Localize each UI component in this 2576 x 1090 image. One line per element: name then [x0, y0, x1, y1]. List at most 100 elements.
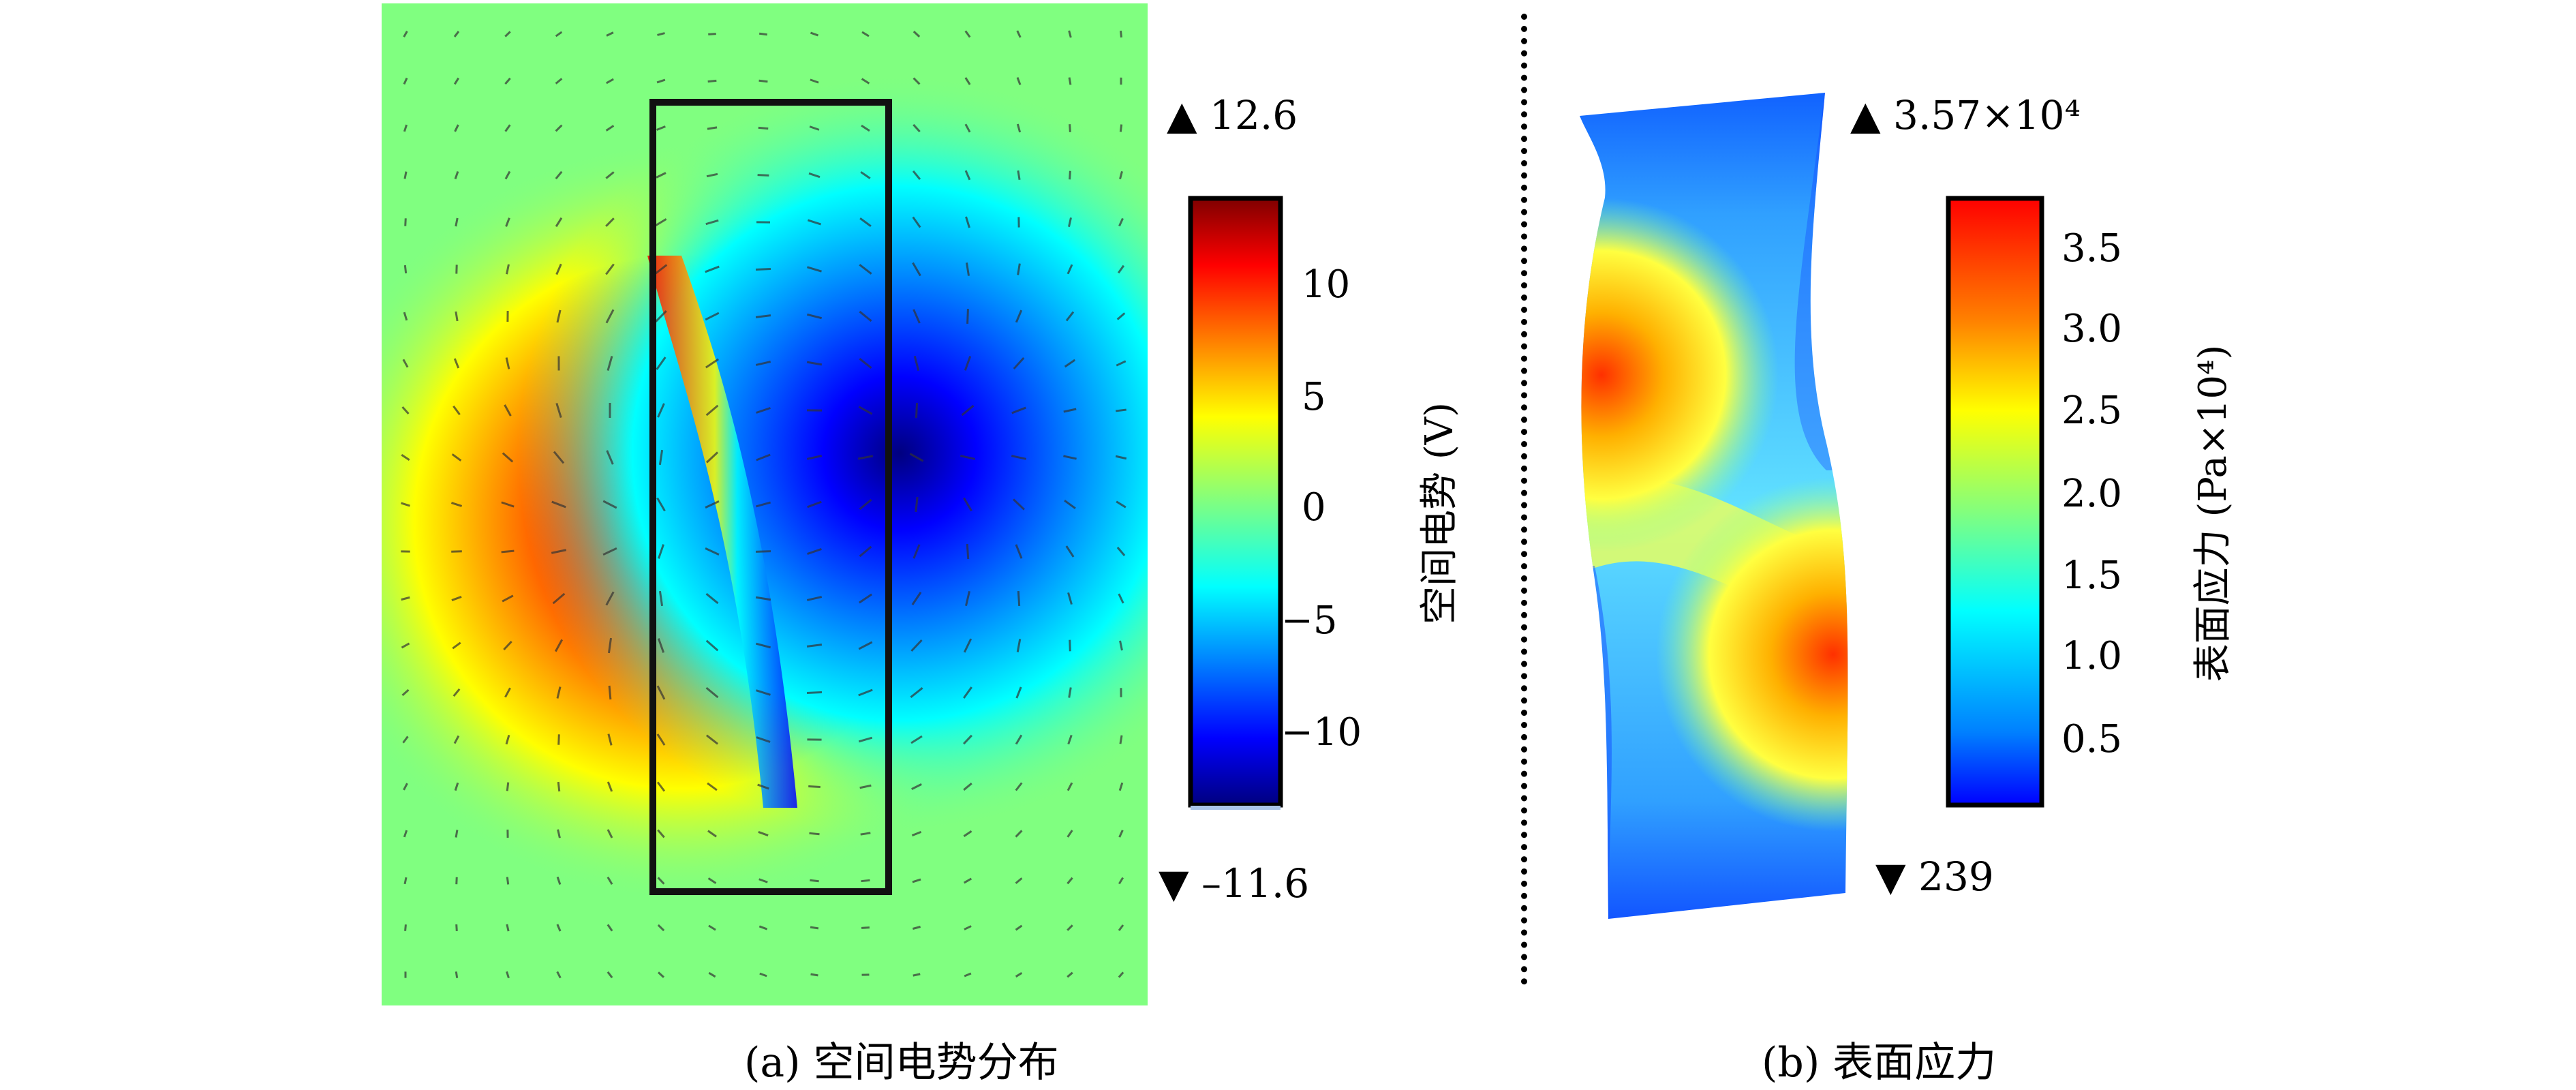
field-arrow [861, 31, 870, 37]
field-arrow [1116, 500, 1126, 509]
field-arrow [1017, 170, 1021, 180]
field-arrow [1013, 357, 1025, 370]
field-arrow [557, 829, 561, 838]
field-arrow [658, 544, 664, 559]
field-arrow [655, 218, 667, 226]
field-arrow [453, 405, 461, 416]
field-arrow [705, 734, 719, 745]
field-arrow [657, 924, 665, 932]
field-arrow [806, 361, 823, 366]
field-arrow [455, 830, 459, 838]
field-arrow [963, 734, 972, 745]
field-arrow [808, 785, 821, 789]
field-arrow [1016, 123, 1022, 133]
field-arrow [1064, 499, 1076, 510]
field-arrow [504, 77, 511, 85]
field-arrow [858, 406, 873, 415]
field-arrow [605, 125, 615, 132]
field-arrow [452, 641, 461, 650]
field-arrow [1118, 924, 1124, 931]
field-arrow [605, 309, 615, 324]
field-arrow [401, 688, 410, 697]
colorbar-b-label: 表面应力 (Pa×10⁴) [2191, 344, 2235, 682]
field-arrow [656, 357, 666, 370]
field-arrow [809, 125, 820, 131]
field-arrow [859, 264, 872, 275]
potential-transition-band [647, 256, 797, 808]
field-arrow [1116, 312, 1126, 320]
field-arrow [705, 592, 719, 605]
stress-panel [1567, 89, 1874, 927]
field-arrow [1117, 264, 1125, 274]
field-arrow [504, 31, 511, 37]
field-arrow [401, 642, 410, 649]
field-arrow [608, 637, 612, 654]
field-arrow [557, 781, 561, 792]
field-arrow [554, 639, 564, 652]
field-arrow [964, 925, 972, 930]
field-arrow [807, 266, 822, 273]
field-arrow [963, 877, 972, 884]
field-arrow [915, 496, 919, 513]
field-arrow [758, 79, 768, 83]
field-arrow [1119, 640, 1123, 651]
field-arrow [960, 455, 976, 460]
field-arrow [910, 686, 923, 699]
field-arrow [658, 449, 664, 466]
field-arrow [451, 596, 462, 601]
field-arrow [402, 359, 409, 368]
colorbar-b [1946, 196, 2044, 815]
field-arrow [756, 453, 771, 461]
field-arrow [758, 925, 768, 930]
field-arrow [1116, 408, 1126, 412]
down-triangle-icon: ▼ [1159, 860, 1189, 907]
field-arrow [403, 124, 408, 132]
field-arrow [807, 500, 822, 509]
field-arrow [1067, 592, 1073, 605]
field-arrow [1015, 830, 1023, 838]
min-value-a: –11.6 [1201, 860, 1310, 907]
field-arrow [965, 216, 970, 228]
field-arrow [705, 404, 719, 417]
field-arrow [858, 641, 873, 650]
field-arrow [556, 877, 562, 885]
field-arrow [810, 926, 819, 930]
field-arrow [403, 31, 408, 37]
field-arrow [859, 498, 872, 511]
field-arrow [607, 781, 613, 792]
field-arrow [605, 171, 615, 179]
field-arrow [454, 124, 459, 132]
field-arrow [758, 32, 768, 36]
field-arrow [705, 219, 719, 226]
field-arrow [755, 550, 771, 553]
field-arrow [810, 31, 819, 37]
field-arrow [607, 356, 613, 371]
field-arrow [909, 453, 924, 462]
field-arrow [607, 876, 613, 885]
field-arrow [964, 356, 972, 371]
field-arrow [755, 501, 771, 508]
colorbar-b-tick-3.0: 3.0 [2061, 307, 2123, 351]
field-arrow [505, 357, 510, 369]
field-arrow [656, 781, 666, 792]
field-arrow [1015, 782, 1023, 791]
field-arrow [606, 31, 614, 37]
field-arrow [1118, 971, 1124, 978]
field-arrow [963, 783, 972, 791]
field-arrow [963, 638, 972, 653]
colorbar-a [1188, 196, 1283, 815]
field-arrow [964, 77, 971, 85]
up-triangle-icon: ▲ [1167, 92, 1197, 138]
field-arrow [705, 547, 720, 556]
field-arrow [658, 590, 664, 607]
field-arrow [551, 500, 566, 509]
field-arrow [656, 733, 666, 746]
device-outline-rectangle [649, 99, 892, 895]
field-arrow [404, 924, 407, 931]
field-arrow [806, 455, 823, 460]
field-arrow [556, 686, 562, 699]
field-arrow [504, 170, 511, 180]
up-triangle-icon: ▲ [1850, 92, 1881, 138]
stress-beam-plot [1580, 93, 1848, 919]
field-arrow [1067, 877, 1073, 885]
